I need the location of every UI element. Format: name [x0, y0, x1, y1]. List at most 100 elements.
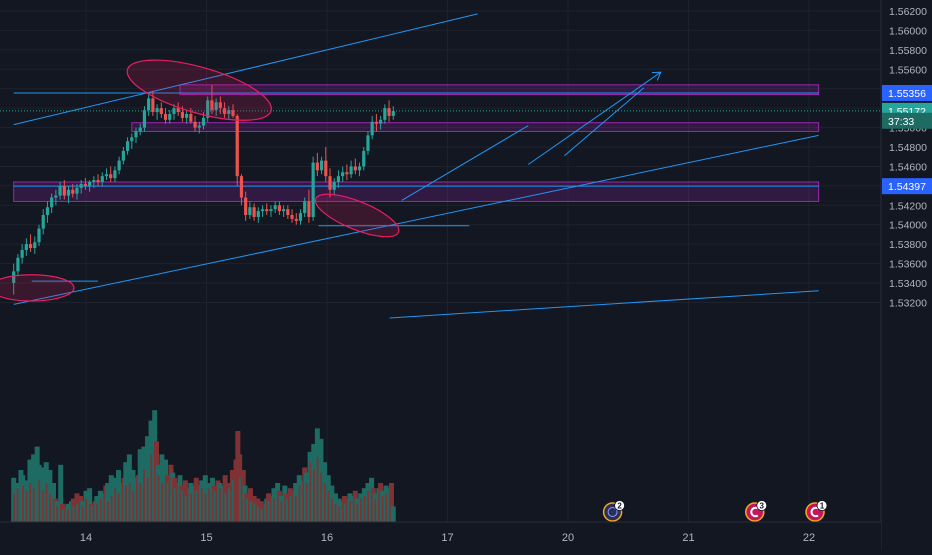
- ellipse-highlight[interactable]: [311, 186, 404, 246]
- candle-body: [227, 110, 231, 114]
- candle-body: [130, 137, 134, 142]
- price-tick-label: 1.53800: [889, 239, 927, 251]
- candle-body: [311, 162, 315, 217]
- candle-body: [265, 209, 269, 212]
- candle-body: [324, 160, 328, 177]
- date-tick-label: 16: [321, 532, 333, 544]
- candle-body: [113, 170, 117, 179]
- price-tick-label: 1.55600: [889, 64, 927, 76]
- candle-body: [269, 209, 273, 212]
- event-count-badge: [816, 500, 828, 511]
- candle-body: [33, 242, 37, 249]
- trend-line[interactable]: [564, 87, 645, 157]
- date-tick-label: 21: [682, 532, 694, 544]
- price-tick-label: 1.53600: [889, 259, 927, 271]
- candle-body: [180, 112, 184, 118]
- trend-line[interactable]: [401, 125, 529, 201]
- candle-body: [206, 100, 210, 118]
- candle-body: [248, 207, 252, 216]
- trend-line[interactable]: [13, 13, 478, 126]
- candle-body: [88, 181, 92, 186]
- price-label-text: 37:33: [888, 116, 914, 128]
- price-label-text: 1.55356: [888, 88, 926, 100]
- ellipse-highlight[interactable]: [0, 274, 75, 302]
- supply-demand-zone[interactable]: [179, 84, 820, 96]
- candle-body: [189, 113, 193, 122]
- candle-body: [45, 207, 50, 216]
- date-tick-label: 22: [803, 532, 815, 544]
- ellipse-highlight[interactable]: [121, 48, 277, 133]
- price-tick-label: 1.56200: [889, 6, 927, 18]
- candle-body: [172, 108, 176, 114]
- event-markers[interactable]: 2 3 1: [602, 500, 828, 522]
- candle-body: [147, 98, 151, 111]
- globe-icon: [607, 507, 618, 517]
- candle-body: [214, 102, 218, 111]
- event-count-badge: [614, 500, 625, 511]
- candle-body: [54, 195, 58, 198]
- candle-body: [96, 180, 100, 182]
- candle-body: [277, 205, 282, 212]
- candle-body: [366, 135, 370, 151]
- candle-body: [244, 197, 248, 216]
- candle-body: [159, 108, 163, 114]
- candle-body: [163, 113, 168, 120]
- price-tick-label: 1.53400: [889, 278, 927, 290]
- price-label-text: 1.54397: [888, 181, 926, 193]
- candle-body: [341, 172, 345, 177]
- candle-body: [75, 187, 79, 194]
- candle-body: [294, 218, 298, 221]
- candle-body: [319, 160, 324, 171]
- ellipse-drawings[interactable]: [0, 48, 404, 302]
- candle-body: [336, 176, 341, 182]
- event-count-text: 2: [617, 501, 622, 510]
- volume-bar: [390, 506, 396, 522]
- price-label-box: [882, 178, 932, 195]
- candle-body: [92, 180, 96, 182]
- candle-body: [387, 108, 391, 116]
- candle-body: [100, 176, 104, 182]
- candle-body: [193, 121, 197, 128]
- candle-body: [16, 257, 20, 272]
- candle-body: [256, 211, 260, 217]
- trend-line[interactable]: [13, 134, 819, 305]
- candle-body: [370, 121, 374, 136]
- candle-body: [151, 98, 155, 113]
- time-axis[interactable]: 14 15 16 17 20 21 22: [80, 532, 815, 544]
- price-label-box: [882, 84, 932, 101]
- arrow-head: [651, 71, 662, 81]
- price-tick-label: 1.56000: [889, 25, 927, 37]
- candle-body: [328, 176, 332, 190]
- candle-body: [66, 189, 71, 196]
- candle-body: [282, 209, 286, 212]
- candle-body: [20, 249, 24, 258]
- event-count-text: 3: [760, 501, 765, 510]
- candle-body: [239, 176, 244, 198]
- candle-body: [210, 100, 214, 111]
- candle-body: [303, 201, 307, 214]
- candle-body: [391, 111, 395, 116]
- candle-body: [374, 121, 379, 124]
- candle-body: [218, 102, 222, 109]
- time-axis-panel[interactable]: [0, 522, 881, 550]
- candle-body: [345, 172, 349, 175]
- volume-series: [11, 410, 396, 522]
- candle-body: [37, 228, 41, 243]
- candle-body: [290, 215, 294, 219]
- candle-body: [260, 209, 265, 212]
- candle-body: [79, 183, 83, 188]
- trend-line[interactable]: [527, 71, 662, 165]
- candle-body: [71, 189, 75, 194]
- event-count-badge: [756, 500, 768, 511]
- candle-body: [24, 244, 28, 250]
- candle-body: [109, 174, 113, 179]
- candle-body: [298, 213, 303, 221]
- candle-body: [83, 183, 87, 186]
- trend-line[interactable]: [389, 290, 819, 319]
- candle-body: [286, 209, 290, 216]
- price-tick-label: 1.55800: [889, 45, 927, 57]
- price-axis-panel[interactable]: [881, 0, 932, 550]
- supply-demand-zone[interactable]: [131, 122, 820, 132]
